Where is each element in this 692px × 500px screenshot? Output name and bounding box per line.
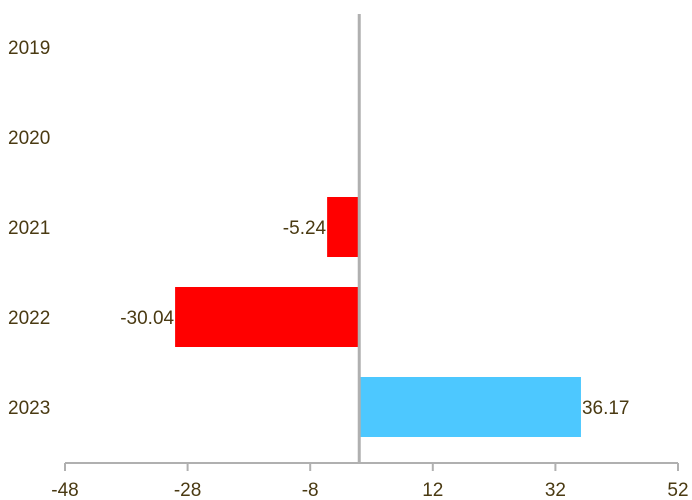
y-tick-label: 2022: [8, 308, 50, 329]
data-label: 36.17: [582, 398, 630, 419]
bar-2021: [327, 197, 360, 257]
bar-2022: [175, 287, 360, 347]
bar-2023: [359, 377, 581, 437]
data-label: -30.04: [120, 308, 174, 329]
y-tick-label: 2020: [8, 128, 50, 149]
x-tick-label: -48: [51, 480, 78, 500]
bars-group: [175, 197, 581, 437]
x-tick-label: 52: [667, 480, 688, 500]
y-tick-label: 2019: [8, 38, 50, 59]
x-tick-label: 12: [422, 480, 443, 500]
y-tick-label: 2023: [8, 398, 50, 419]
value-labels: -5.24 -30.04 36.17: [120, 218, 629, 419]
x-tick-label: -28: [174, 480, 201, 500]
data-label: -5.24: [283, 218, 327, 239]
y-axis-category-labels: 2019 2020 2021 2022 2023: [8, 38, 50, 419]
x-tick-label: -8: [302, 480, 319, 500]
y-tick-label: 2021: [8, 218, 50, 239]
x-axis-ticks: -48 -28 -8 12 32 52: [51, 463, 689, 500]
x-tick-label: 32: [545, 480, 566, 500]
